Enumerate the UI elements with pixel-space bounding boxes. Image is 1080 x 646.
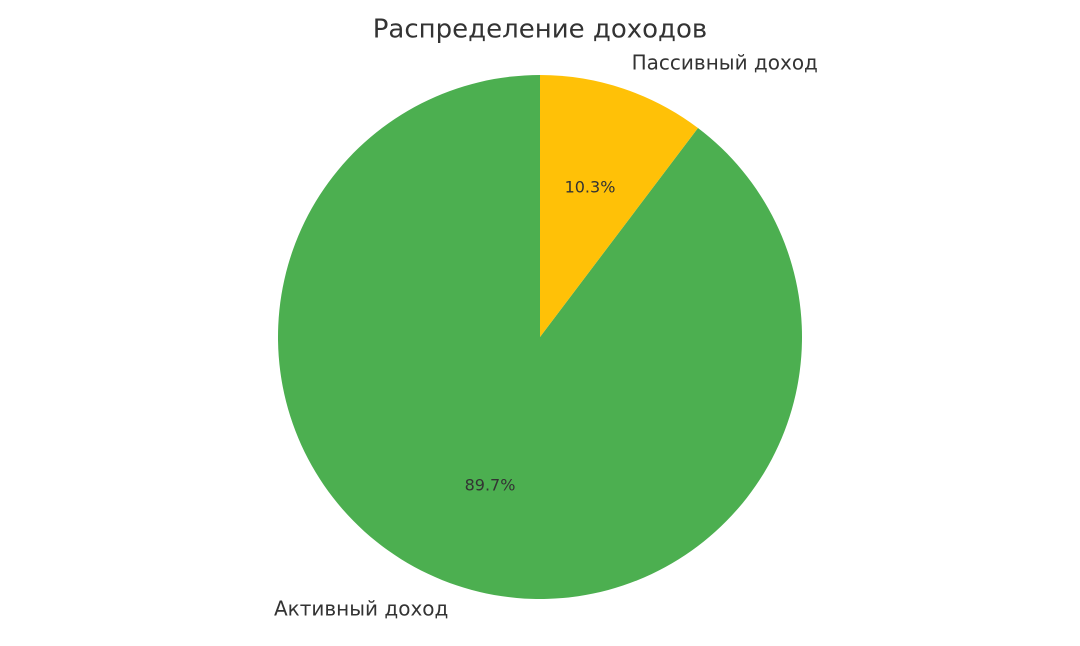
value-label: 10.3% <box>565 177 616 196</box>
chart-title: Распределение доходов <box>373 15 708 45</box>
slice-label: Пассивный доход <box>632 50 818 74</box>
value-label: 89.7% <box>465 476 516 495</box>
slice-label: Активный доход <box>274 597 448 621</box>
pie-slice <box>540 75 698 337</box>
